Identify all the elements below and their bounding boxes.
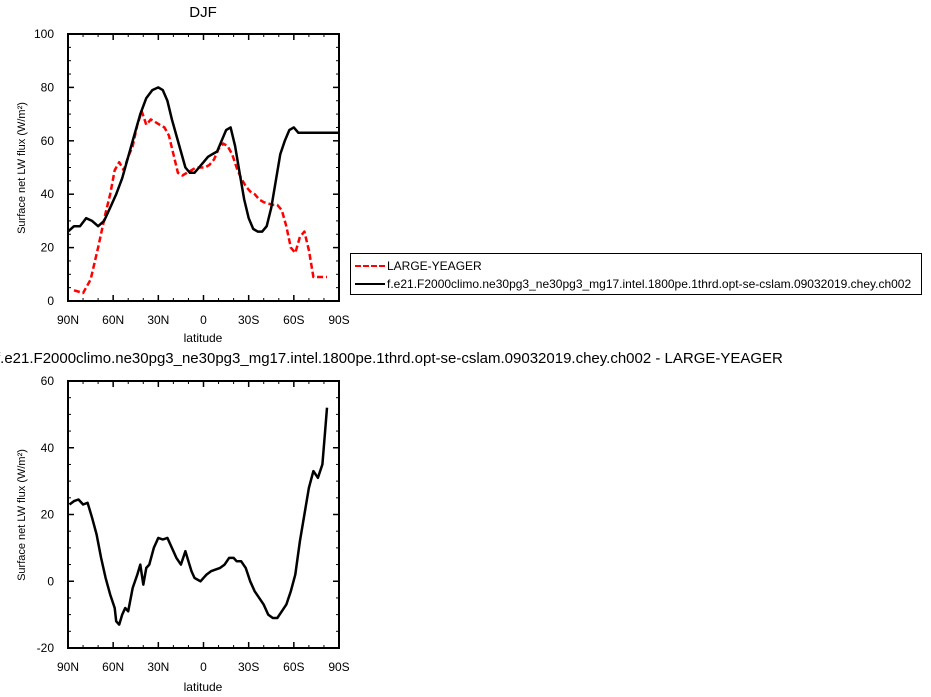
panel-bottom: f.e21.F2000climo.ne30pg3_ne30pg3_mg17.in…	[0, 350, 783, 694]
x-tick-label: 90S	[328, 660, 349, 674]
x-tick-label: 30N	[147, 313, 169, 327]
bottom-chart-title: f.e21.F2000climo.ne30pg3_ne30pg3_mg17.in…	[0, 350, 783, 367]
legend-swatch-dashed-red	[355, 265, 385, 267]
plot-frame	[67, 33, 340, 302]
x-tick-label: 30S	[238, 313, 259, 327]
y-tick-label: 60	[41, 374, 55, 388]
legend-item-model: f.e21.F2000climo.ne30pg3_ne30pg3_mg17.in…	[355, 275, 911, 293]
x-tick-label: 60N	[102, 313, 124, 327]
legend-swatch-solid-black	[355, 283, 385, 285]
series-line-solid-black	[68, 407, 329, 626]
top-plot-area: 90N 60N 30N 0 30S 60S 90S 0 20 40 60 80 100	[34, 27, 350, 327]
bottom-plot-area: 90N 60N 30N 0 30S 60S 90S -20 0 20 40 60	[37, 374, 350, 674]
legend-label: f.e21.F2000climo.ne30pg3_ne30pg3_mg17.in…	[387, 277, 912, 291]
series-line-dashed-red	[73, 110, 327, 295]
x-tick-label: 60S	[283, 660, 304, 674]
x-tick-label: 30N	[147, 660, 169, 674]
x-tick-label: 90S	[328, 313, 349, 327]
series-line-solid-black	[67, 86, 339, 233]
bottom-y-axis-label: Surface net LW flux (W/m²)	[16, 449, 28, 581]
x-tick-label: 90N	[57, 313, 79, 327]
y-tick-label: 40	[41, 187, 55, 201]
y-tick-label: 20	[41, 241, 55, 255]
y-tick-label: 80	[41, 80, 55, 94]
top-y-axis-label: Surface net LW flux (W/m²)	[16, 102, 28, 234]
legend: LARGE-YEAGER f.e21.F2000climo.ne30pg3_ne…	[350, 253, 922, 295]
y-tick-label: -20	[37, 641, 55, 655]
bottom-x-axis-label: latitude	[184, 680, 223, 694]
y-tick-label: 0	[47, 294, 54, 308]
y-tick-label: 100	[34, 27, 54, 41]
legend-item-large-yeager: LARGE-YEAGER	[355, 257, 482, 275]
x-tick-label: 60N	[102, 660, 124, 674]
top-chart-title: DJF	[189, 4, 217, 21]
y-tick-label: 40	[41, 441, 55, 455]
y-tick-label: 60	[41, 134, 55, 148]
y-tick-label: 0	[47, 574, 54, 588]
panel-top: DJF 90N 60N 30N 0 30S 60S 90S 0 20 40 60 80 100 lati…	[16, 4, 350, 345]
x-tick-label: 0	[200, 660, 207, 674]
y-tick-label: 20	[41, 508, 55, 522]
x-tick-label: 30S	[238, 660, 259, 674]
x-tick-label: 90N	[57, 660, 79, 674]
x-tick-label: 60S	[283, 313, 304, 327]
top-x-axis-label: latitude	[184, 331, 223, 345]
x-tick-label: 0	[200, 313, 207, 327]
plot-frame	[67, 380, 340, 649]
legend-label: LARGE-YEAGER	[387, 259, 482, 273]
